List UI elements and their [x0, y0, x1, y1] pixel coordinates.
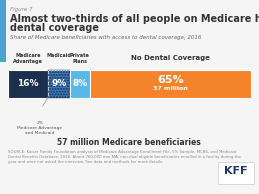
Text: Figure 7: Figure 7 [10, 7, 32, 12]
FancyBboxPatch shape [0, 0, 6, 62]
Text: 65%: 65% [157, 75, 184, 85]
Bar [48, 70, 70, 98]
Bar [218, 162, 254, 184]
Text: 8%: 8% [72, 80, 88, 88]
Bar [48, 70, 70, 98]
Text: SOURCE: Kaiser Family Foundation analysis of Medicare Advantage Enrollment File,: SOURCE: Kaiser Family Foundation analysi… [8, 150, 241, 164]
Text: Almost two-thirds of all people on Medicare have no: Almost two-thirds of all people on Medic… [10, 14, 259, 24]
Text: 16%: 16% [17, 80, 39, 88]
Bar [8, 70, 48, 98]
Bar [90, 70, 251, 98]
Text: 37 million: 37 million [153, 87, 188, 92]
Text: Private
Plans: Private Plans [70, 53, 90, 64]
Text: Medicaid: Medicaid [46, 53, 71, 58]
Text: Share of Medicare beneficiaries with access to dental coverage, 2016: Share of Medicare beneficiaries with acc… [10, 35, 202, 40]
Text: 57 million Medicare beneficiaries: 57 million Medicare beneficiaries [57, 138, 201, 147]
Text: No Dental Coverage: No Dental Coverage [131, 55, 210, 61]
Text: 2%
Medicare Advantage
and Medicaid: 2% Medicare Advantage and Medicaid [17, 121, 62, 135]
Text: dental coverage: dental coverage [10, 23, 99, 33]
Text: KFF: KFF [224, 166, 248, 176]
Text: 9%: 9% [51, 80, 67, 88]
Text: Medicare
Advantage: Medicare Advantage [13, 53, 43, 64]
Bar [70, 70, 90, 98]
